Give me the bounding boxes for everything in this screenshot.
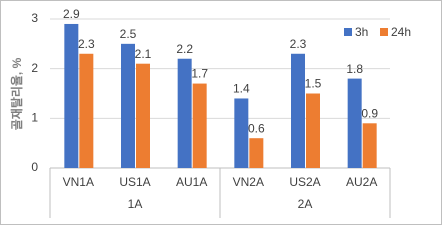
bar <box>234 98 249 168</box>
group-label: 1A <box>128 197 143 211</box>
bar <box>177 58 192 168</box>
legend-label: 24h <box>391 25 411 39</box>
bar <box>136 63 150 169</box>
value-label: 2.5 <box>120 27 137 41</box>
x-tick-label: AU1A <box>176 175 207 189</box>
page: 골재탈리율, % 0 1 2 3 1A 2A VN1A 2.9 2.3 US1A 2.5 2.1 AU1… <box>0 0 442 225</box>
value-label: 0.9 <box>361 106 378 120</box>
y-axis-label: 골재탈리율, % <box>9 57 24 130</box>
bar <box>121 43 135 169</box>
value-label: 2.2 <box>176 42 193 56</box>
value-label: 1.8 <box>346 62 363 76</box>
value-label: 1.7 <box>191 67 208 81</box>
x-tick-label: VN1A <box>63 175 94 189</box>
legend-swatch <box>380 28 388 36</box>
x-tick-label: VN2A <box>233 175 264 189</box>
y-tick-label: 1 <box>31 111 38 125</box>
value-label: 2.1 <box>135 47 152 61</box>
value-label: 2.3 <box>78 37 95 51</box>
bar <box>64 23 79 168</box>
value-label: 2.9 <box>63 7 80 21</box>
x-tick-label: AU2A <box>346 175 377 189</box>
group-label: 2A <box>298 197 313 211</box>
y-tick-label: 0 <box>31 160 38 174</box>
bar <box>291 53 305 169</box>
x-tick-label: US1A <box>119 175 150 189</box>
value-label: 1.5 <box>305 77 322 91</box>
x-tick-label: US2A <box>289 175 320 189</box>
y-tick-label: 2 <box>31 61 38 75</box>
value-label: 0.6 <box>248 121 265 135</box>
legend-label: 3h <box>355 25 368 39</box>
bar <box>347 78 362 168</box>
legend-swatch <box>344 28 352 36</box>
bar <box>306 93 320 168</box>
bar <box>79 53 94 169</box>
value-label: 1.4 <box>233 82 250 96</box>
bar <box>192 83 207 168</box>
bar <box>249 138 264 168</box>
y-tick-label: 3 <box>31 11 38 25</box>
value-label: 2.3 <box>290 37 307 51</box>
chart: 골재탈리율, % 0 1 2 3 1A 2A VN1A 2.9 2.3 US1A 2.5 2.1 AU1… <box>0 0 442 225</box>
bar <box>362 123 377 168</box>
